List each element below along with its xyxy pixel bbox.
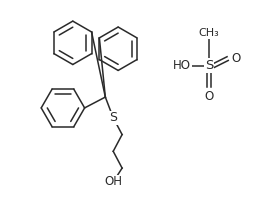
Text: HO: HO bbox=[173, 59, 191, 72]
Text: S: S bbox=[205, 59, 213, 72]
Text: O: O bbox=[231, 52, 240, 65]
Text: CH₃: CH₃ bbox=[199, 28, 219, 38]
Text: S: S bbox=[109, 111, 117, 124]
Text: O: O bbox=[204, 90, 213, 103]
Text: OH: OH bbox=[104, 175, 122, 188]
